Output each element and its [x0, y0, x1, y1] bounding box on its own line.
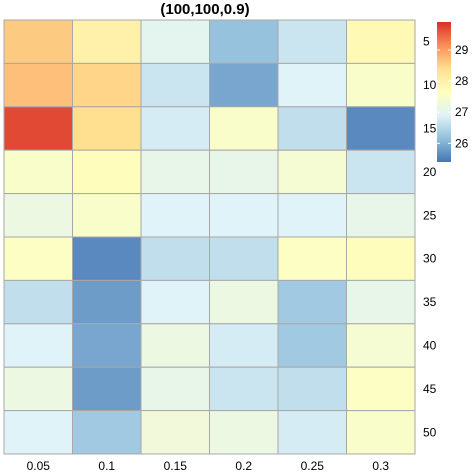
- heatmap-cell-r15-c0.3: [346, 106, 416, 151]
- heatmap-cell-r35-c0.15: [140, 279, 210, 325]
- heatmap-cell-r10-c0.2: [209, 62, 279, 108]
- heatmap-cell-r5-c0.3: [346, 19, 416, 64]
- heatmap-cell-r5-c0.2: [209, 19, 279, 64]
- heatmap-cell-r15-c0.25: [277, 106, 347, 151]
- heatmap-cell-r25-c0.1: [72, 193, 142, 238]
- heatmap-cell-r25-c0.15: [140, 193, 210, 238]
- heatmap-cell-r40-c0.3: [346, 323, 416, 368]
- heatmap-cell-r10-c0.15: [140, 62, 210, 108]
- color-legend-ticks: 26 27 28 29: [437, 43, 469, 150]
- heatmap-cell-r15-c0.15: [140, 106, 210, 151]
- row-label: 50: [423, 425, 437, 439]
- heatmap-cell-r25-c0.05: [3, 193, 73, 238]
- heatmap-cell-r50-c0.05: [3, 410, 73, 455]
- row-label: 10: [423, 78, 437, 92]
- heatmap-cell-r30-c0.1: [72, 236, 142, 281]
- column-label: 0.1: [98, 459, 115, 473]
- color-legend: 26 27 28 29: [437, 22, 469, 162]
- heatmap-cell-r20-c0.2: [209, 149, 279, 195]
- heatmap-cell-r10-c0.3: [346, 62, 416, 108]
- row-labels: 5 10 15 20 25 30 35 40 45 50: [423, 35, 437, 440]
- row-label: 25: [423, 208, 437, 222]
- heatmap-cell-r35-c0.1: [72, 279, 142, 325]
- heatmap-cell-r35-c0.05: [3, 279, 73, 325]
- column-label: 0.25: [301, 459, 325, 473]
- heatmap-cell-r15-c0.1: [72, 106, 142, 151]
- column-label: 0.05: [27, 459, 51, 473]
- legend-tick-label: 26: [455, 136, 469, 150]
- heatmap-cell-r40-c0.2: [209, 323, 279, 368]
- heatmap-cell-r10-c0.05: [3, 62, 73, 108]
- heatmap-cell-r45-c0.05: [3, 366, 73, 412]
- heatmap-cell-r5-c0.05: [3, 19, 73, 64]
- heatmap-cell-r20-c0.15: [140, 149, 210, 195]
- heatmap-cell-r40-c0.1: [72, 323, 142, 368]
- heatmap-cell-r45-c0.1: [72, 366, 142, 412]
- heatmap-cell-r20-c0.05: [3, 149, 73, 195]
- legend-tick-label: 27: [455, 105, 469, 119]
- column-label: 0.3: [372, 459, 389, 473]
- heatmap-cell-r15-c0.05: [3, 106, 73, 151]
- row-label: 15: [423, 122, 437, 136]
- heatmap-cell-r45-c0.3: [346, 366, 416, 412]
- row-label: 5: [423, 35, 430, 49]
- heatmap-cell-r30-c0.25: [277, 236, 347, 281]
- heatmap-cell-r20-c0.3: [346, 149, 416, 195]
- heatmap-cell-r50-c0.25: [277, 410, 347, 455]
- chart-title: (100,100,0.9): [160, 1, 249, 18]
- legend-tick-label: 28: [455, 74, 469, 88]
- row-label: 20: [423, 165, 437, 179]
- color-legend-bar: [437, 22, 451, 162]
- heatmap-cell-r25-c0.2: [209, 193, 279, 238]
- heatmap-cell-r15-c0.2: [209, 106, 279, 151]
- heatmap-cell-r25-c0.25: [277, 193, 347, 238]
- heatmap-cell-r30-c0.15: [140, 236, 210, 281]
- row-label: 30: [423, 252, 437, 266]
- heatmap-cell-r20-c0.1: [72, 149, 142, 195]
- heatmap-cell-r40-c0.15: [140, 323, 210, 368]
- heatmap-cell-r30-c0.05: [3, 236, 73, 281]
- heatmap-cell-r10-c0.1: [72, 62, 142, 108]
- heatmap-cell-r40-c0.05: [3, 323, 73, 368]
- row-label: 35: [423, 295, 437, 309]
- column-labels: 0.05 0.1 0.15 0.2 0.25 0.3: [27, 459, 390, 473]
- heatmap-cell-r10-c0.25: [277, 62, 347, 108]
- column-label: 0.15: [164, 459, 188, 473]
- heatmap-cell-r5-c0.25: [277, 19, 347, 64]
- heatmap-cells: [3, 19, 416, 455]
- heatmap-cell-r40-c0.25: [277, 323, 347, 368]
- heatmap-cell-r50-c0.3: [346, 410, 416, 455]
- heatmap-cell-r35-c0.25: [277, 279, 347, 325]
- heatmap-cell-r5-c0.1: [72, 19, 142, 64]
- heatmap-cell-r50-c0.15: [140, 410, 210, 455]
- heatmap-cell-r45-c0.2: [209, 366, 279, 412]
- heatmap-cell-r25-c0.3: [346, 193, 416, 238]
- heatmap-cell-r50-c0.2: [209, 410, 279, 455]
- heatmap-cell-r45-c0.25: [277, 366, 347, 412]
- heatmap-cell-r45-c0.15: [140, 366, 210, 412]
- legend-tick-label: 29: [455, 43, 469, 57]
- heatmap-cell-r30-c0.3: [346, 236, 416, 281]
- heatmap-cell-r50-c0.1: [72, 410, 142, 455]
- row-label: 40: [423, 339, 437, 353]
- heatmap-cell-r5-c0.15: [140, 19, 210, 64]
- heatmap-cell-r20-c0.25: [277, 149, 347, 195]
- column-label: 0.2: [235, 459, 252, 473]
- heatmap-cell-r30-c0.2: [209, 236, 279, 281]
- row-label: 45: [423, 382, 437, 396]
- heatmap-cell-r35-c0.2: [209, 279, 279, 325]
- heatmap-cell-r35-c0.3: [346, 279, 416, 325]
